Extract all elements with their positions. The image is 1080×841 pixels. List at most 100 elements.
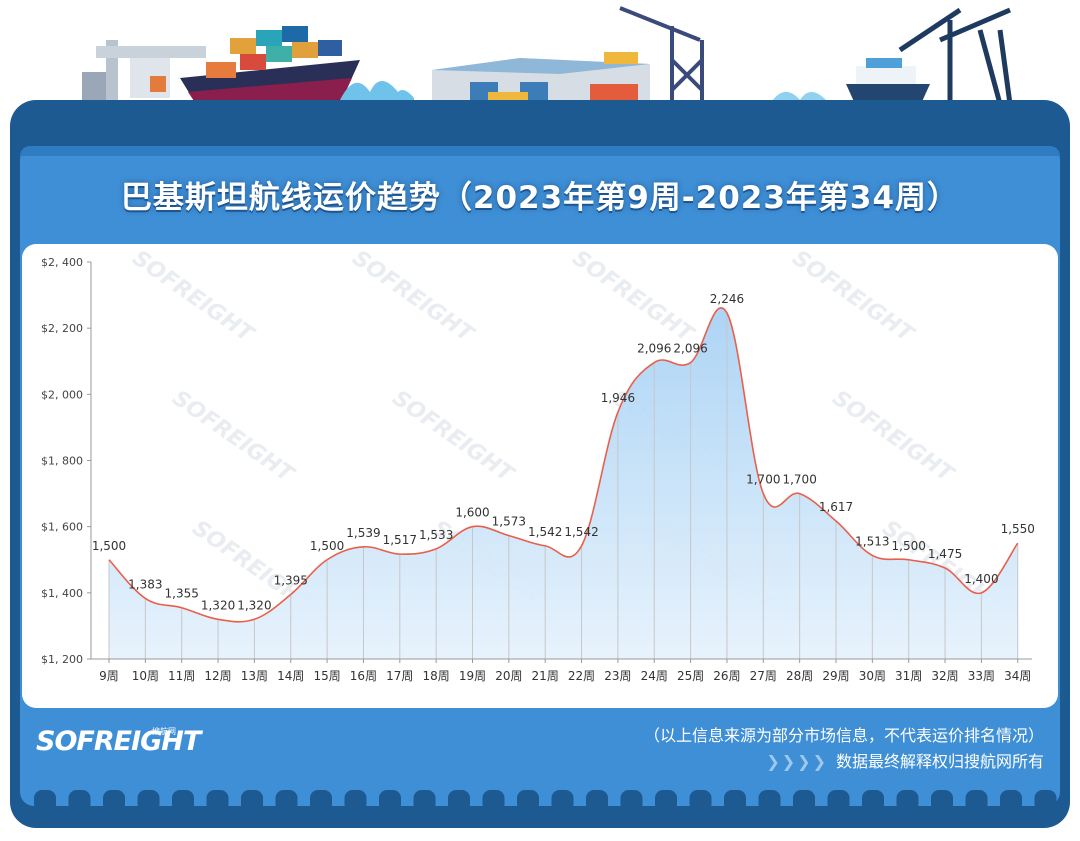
rights-text: 数据最终解释权归搜航网所有 — [835, 752, 1044, 771]
frame-dot — [206, 790, 229, 812]
y-tick-label: $1, 200 — [41, 653, 83, 666]
frame-dot — [931, 790, 953, 812]
x-tick-label: 27周 — [750, 669, 777, 683]
rights-note: ❯❯❯❯ 数据最终解释权归搜航网所有 — [766, 748, 1044, 772]
frame-dot — [1034, 790, 1057, 812]
data-label: 1,700 — [746, 473, 780, 487]
y-tick-label: $1, 600 — [41, 521, 83, 534]
y-tick-label: $2, 200 — [41, 322, 83, 335]
x-tick-label: 13周 — [241, 669, 268, 683]
data-label: 1,395 — [274, 573, 308, 587]
data-label: 1,513 — [855, 534, 889, 548]
frame-dot — [586, 790, 608, 812]
x-tick-label: 25周 — [677, 669, 704, 683]
x-tick-label: 28周 — [786, 669, 813, 683]
x-tick-label: 17周 — [386, 669, 413, 683]
frame-dot — [1000, 790, 1022, 812]
frame-dot — [482, 790, 505, 812]
x-tick-label: 11周 — [168, 669, 195, 683]
data-label: 1,475 — [928, 547, 962, 561]
chart-title: 巴基斯坦航线运价趋势（2023年第9周-2023年第34周） — [120, 180, 960, 216]
data-label: 1,500 — [310, 539, 344, 553]
x-tick-label: 24周 — [641, 669, 668, 683]
frame-dot — [793, 790, 815, 812]
y-tick-label: $1, 800 — [41, 455, 83, 468]
frame-dot — [689, 790, 712, 812]
frame-dot — [827, 790, 850, 812]
frame-dot — [965, 790, 988, 812]
x-tick-label: 10周 — [132, 669, 159, 683]
gantry-crane-icon — [619, 6, 704, 104]
frame-dot — [241, 790, 263, 812]
frame-dot — [724, 790, 746, 812]
x-tick-label: 30周 — [859, 669, 886, 683]
data-label: 2,096 — [637, 342, 671, 356]
harbor-crane-icon — [898, 7, 1013, 105]
x-tick-label: 14周 — [277, 669, 304, 683]
area-fill — [109, 307, 1018, 659]
frame-dot — [655, 790, 677, 812]
wave-icon — [340, 81, 414, 106]
left-crane-icon — [82, 40, 206, 108]
x-tick-label: 23周 — [604, 669, 631, 683]
brand-logo-cn: 搜航网 — [152, 727, 176, 736]
data-label: 1,700 — [782, 473, 816, 487]
x-tick-label: 18周 — [423, 669, 450, 683]
frame-dot — [344, 790, 367, 812]
frame-dot — [172, 790, 194, 812]
frame-dot — [310, 790, 332, 812]
x-tick-label: 31周 — [895, 669, 922, 683]
data-label: 2,096 — [673, 342, 707, 356]
frame-dot — [620, 790, 643, 812]
x-tick-label: 33周 — [968, 669, 995, 683]
warehouse-icon — [432, 52, 650, 104]
data-label: 1,500 — [92, 539, 126, 553]
data-label: 1,573 — [492, 515, 526, 529]
frame-dot — [413, 790, 436, 812]
frame-dot — [896, 790, 919, 812]
y-tick-label: $2, 400 — [41, 256, 83, 269]
data-label: 1,542 — [564, 525, 598, 539]
x-tick-label: 20周 — [495, 669, 522, 683]
data-label: 1,355 — [165, 587, 199, 601]
frame-dot — [517, 790, 539, 812]
data-label: 1,383 — [128, 577, 162, 591]
x-tick-label: 19周 — [459, 669, 486, 683]
bottom-dot-row — [34, 790, 1057, 812]
data-label: 2,246 — [710, 292, 744, 306]
y-tick-label: $1, 400 — [41, 587, 83, 600]
frame-dot — [103, 790, 125, 812]
frame-dot — [758, 790, 781, 812]
data-label: 1,539 — [346, 526, 380, 540]
data-label: 1,533 — [419, 528, 453, 542]
frame-dot — [68, 790, 91, 812]
frame-dot — [862, 790, 884, 812]
x-tick-label: 12周 — [204, 669, 231, 683]
data-label: 1,617 — [819, 500, 853, 514]
frame-dot — [551, 790, 574, 812]
x-tick-label: 15周 — [313, 669, 340, 683]
frame-dot — [448, 790, 470, 812]
x-tick-label: 22周 — [568, 669, 595, 683]
arrows-icon: ❯❯❯❯ — [766, 752, 828, 771]
data-label: 1,600 — [455, 506, 489, 520]
x-tick-label: 9周 — [99, 669, 119, 683]
data-label: 1,946 — [601, 391, 635, 405]
x-tick-label: 34周 — [1004, 669, 1031, 683]
x-tick-label: 26周 — [713, 669, 740, 683]
panel-top-stripe — [20, 146, 1060, 156]
data-label: 1,320 — [201, 598, 235, 612]
data-label: 1,542 — [528, 525, 562, 539]
source-note: （以上信息来源为部分市场信息，不代表运价排名情况） — [643, 726, 1044, 745]
x-tick-label: 16周 — [350, 669, 377, 683]
data-label: 1,400 — [964, 572, 998, 586]
y-tick-label: $2, 000 — [41, 388, 83, 401]
brand-logo: SOFREIGHT — [36, 726, 201, 757]
data-label: 1,500 — [892, 539, 926, 553]
data-label: 1,517 — [383, 533, 417, 547]
frame-dot — [34, 790, 56, 812]
x-tick-label: 32周 — [931, 669, 958, 683]
x-tick-label: 29周 — [822, 669, 849, 683]
